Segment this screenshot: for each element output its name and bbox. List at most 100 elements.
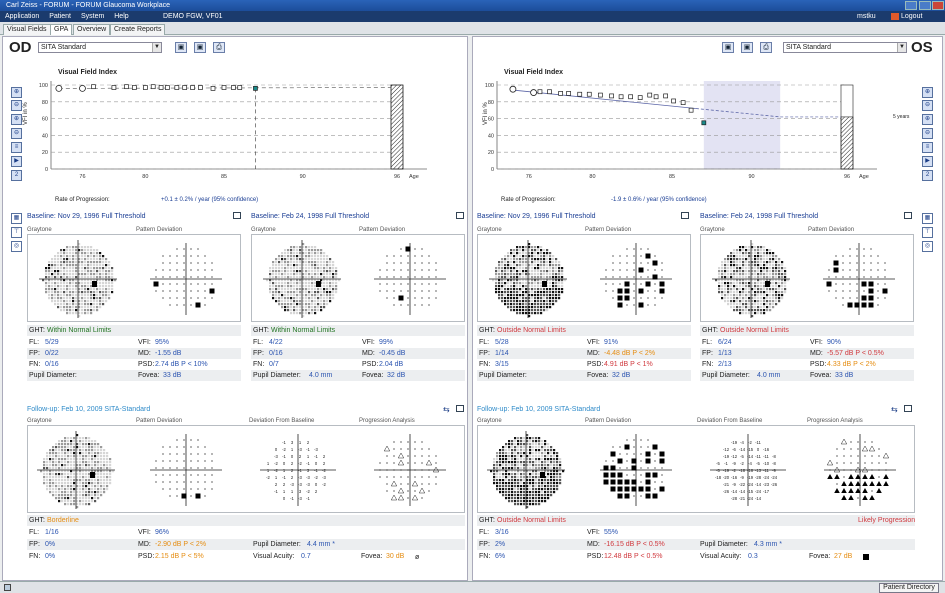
filter-icon[interactable]: ⊤ — [922, 227, 933, 238]
graytone-cell — [284, 309, 287, 312]
menu-help[interactable]: Help — [114, 13, 129, 20]
graytone-cell — [82, 479, 85, 482]
zoom-in-icon[interactable]: ⊕ — [922, 87, 933, 98]
graytone-cell — [94, 461, 97, 464]
deviation-cell — [640, 439, 642, 441]
tab-overview[interactable]: Overview — [73, 24, 111, 35]
chevron-down-icon[interactable]: ▼ — [897, 43, 906, 52]
edit-icon[interactable] — [456, 405, 464, 412]
deviation-cell — [633, 453, 635, 455]
graytone-cell — [520, 494, 523, 497]
graytone-cell — [67, 503, 70, 506]
zoom-reset-icon[interactable]: ⊖ — [922, 128, 933, 139]
tab-visual-fields[interactable]: Visual Fields — [3, 24, 51, 35]
close-window-button[interactable] — [932, 1, 944, 10]
deviation-cell — [169, 453, 171, 455]
psd-label: PSD: — [138, 361, 155, 368]
graytone-cell — [290, 261, 293, 264]
menu-system[interactable]: System — [80, 13, 105, 20]
graytone-cell — [323, 279, 326, 282]
two-button[interactable]: 2 — [11, 170, 22, 181]
graytone-cell — [507, 267, 510, 270]
print-button[interactable]: ⎙ — [760, 42, 772, 53]
graytone-cell — [525, 294, 528, 297]
swap-icon[interactable]: ⇆ — [443, 405, 450, 414]
tab-gpa[interactable]: GPA — [50, 24, 73, 35]
graytone-cell — [51, 276, 54, 279]
edit-icon[interactable] — [456, 212, 464, 219]
deviation-cell — [868, 295, 874, 301]
graytone-cell — [781, 279, 784, 282]
logout-button[interactable]: Logout — [901, 13, 923, 20]
menu-patient[interactable]: Patient — [49, 13, 71, 20]
pattern-deviation-caption: Pattern Deviation — [359, 227, 406, 233]
strategy-select-od[interactable]: SITA Standard ▼ — [38, 42, 162, 53]
eye-icon[interactable]: ◎ — [922, 241, 933, 252]
graytone-cell — [534, 252, 537, 255]
menu-application[interactable]: Application — [5, 13, 40, 20]
graytone-cell — [736, 252, 739, 255]
progression-dot — [414, 476, 416, 478]
graytone-cell — [727, 291, 730, 294]
graytone-cell — [513, 303, 516, 306]
graytone-cell — [78, 303, 81, 306]
graytone-cell — [76, 464, 79, 467]
tab-create-reports[interactable]: Create Reports — [110, 24, 166, 35]
save-as-button[interactable]: ▣ — [194, 42, 206, 53]
graytone-cell — [63, 297, 66, 300]
baseline-icon[interactable]: ≡ — [922, 142, 933, 153]
progression-dot — [386, 469, 388, 471]
zoom-in-icon[interactable]: ⊕ — [11, 87, 22, 98]
graytone-cell — [763, 306, 766, 309]
graytone-cell — [781, 282, 784, 285]
patient-directory-button[interactable]: Patient Directory — [879, 583, 939, 593]
graytone-cell — [523, 458, 526, 461]
play-icon[interactable]: ▶ — [922, 156, 933, 167]
edit-icon[interactable] — [681, 212, 689, 219]
print-button[interactable]: ⎙ — [213, 42, 225, 53]
grid-icon[interactable]: ▦ — [922, 213, 933, 224]
play-icon[interactable]: ▶ — [11, 156, 22, 167]
minimize-button[interactable] — [905, 1, 917, 10]
graytone-cell — [58, 455, 61, 458]
graytone-cell — [544, 470, 547, 473]
trend-line — [58, 87, 392, 89]
strategy-select-os[interactable]: SITA Standard ▼ — [783, 42, 907, 53]
save-as-button[interactable]: ▣ — [741, 42, 753, 53]
graytone-cell — [69, 273, 72, 276]
save-button[interactable]: ▣ — [175, 42, 187, 53]
filter-icon[interactable]: ⊤ — [11, 227, 22, 238]
graytone-cell — [269, 285, 272, 288]
chevron-down-icon[interactable]: ▼ — [152, 43, 161, 52]
graytone-cell — [57, 264, 60, 267]
zoom-reset-icon[interactable]: ⊖ — [11, 128, 22, 139]
save-button[interactable]: ▣ — [722, 42, 734, 53]
graytone-cell — [305, 288, 308, 291]
graytone-cell — [534, 285, 537, 288]
zoom-fit-icon[interactable]: ⊕ — [11, 114, 22, 125]
zoom-fit-icon[interactable]: ⊕ — [922, 114, 933, 125]
graytone-cell — [493, 473, 496, 476]
deviation-cell — [605, 276, 607, 278]
progression-triangle — [862, 481, 868, 486]
edit-icon[interactable] — [233, 212, 241, 219]
maximize-button[interactable] — [919, 1, 931, 10]
graytone-cell — [745, 288, 748, 291]
graytone-cell — [757, 297, 760, 300]
graytone-cell — [99, 273, 102, 276]
baseline-icon[interactable]: ≡ — [11, 142, 22, 153]
edit-icon[interactable] — [904, 212, 912, 219]
two-button[interactable]: 2 — [922, 170, 933, 181]
graytone-cell — [64, 473, 67, 476]
graytone-cell — [46, 473, 49, 476]
graytone-cell — [547, 488, 550, 491]
zoom-out-icon[interactable]: ⊖ — [922, 100, 933, 111]
swap-icon[interactable]: ⇆ — [891, 405, 898, 414]
zoom-out-icon[interactable]: ⊖ — [11, 100, 22, 111]
eye-icon[interactable]: ◎ — [11, 241, 22, 252]
graytone-cell — [511, 497, 514, 500]
edit-icon[interactable] — [904, 405, 912, 412]
grid-icon[interactable]: ▦ — [11, 213, 22, 224]
deviation-value: -9 — [772, 468, 776, 473]
graytone-cell — [772, 294, 775, 297]
